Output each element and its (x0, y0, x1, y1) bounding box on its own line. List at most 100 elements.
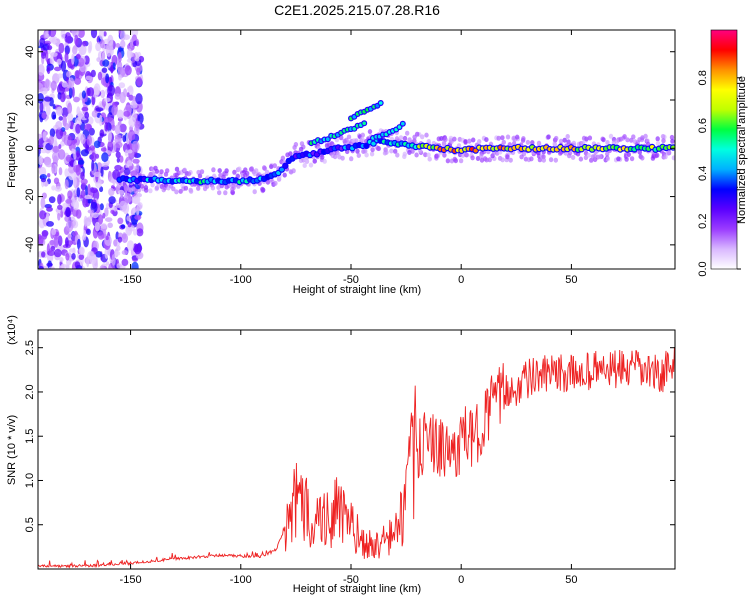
noise-blob (64, 123, 70, 131)
noise-blob (134, 120, 141, 129)
halo-blob (553, 157, 558, 163)
halo-blob (150, 182, 155, 188)
noise-blob (46, 65, 51, 75)
noise-blob (101, 162, 109, 167)
noise-blob (104, 207, 109, 217)
noise-blob (55, 106, 63, 117)
halo-blob (508, 157, 513, 163)
halo-blob (407, 150, 412, 155)
noise-blob (74, 77, 82, 85)
halo-blob (479, 153, 484, 159)
noise-blob (55, 127, 64, 140)
halo-blob (363, 148, 368, 154)
noise-blob (93, 140, 101, 149)
noise-blob (57, 212, 61, 221)
noise-blob (104, 247, 109, 259)
y-tick-label: -20 (24, 189, 36, 205)
noise-blob (81, 90, 86, 99)
noise-blob (114, 93, 121, 100)
halo-blob (624, 156, 629, 162)
noise-blob (126, 240, 135, 251)
noise-blob (65, 208, 71, 218)
halo-blob (154, 168, 160, 174)
halo-blob (414, 152, 419, 158)
noise-blob (57, 149, 66, 160)
halo-blob (154, 185, 160, 191)
noise-blob (128, 116, 137, 128)
halo-blob (601, 137, 606, 143)
halo-blob (293, 142, 299, 147)
halo-blob (151, 171, 156, 177)
noise-blob (68, 248, 76, 253)
noise-blob (97, 214, 104, 225)
noise-blob (102, 59, 110, 67)
halo-blob (463, 139, 468, 144)
x-tick-label: -150 (120, 574, 142, 586)
halo-blob (558, 150, 563, 156)
halo-blob (443, 137, 448, 142)
noise-blob (120, 189, 124, 199)
halo-blob (655, 152, 660, 158)
snr-frame (37, 329, 676, 570)
noise-blob (95, 42, 102, 52)
noise-blob (47, 45, 53, 51)
noise-blob (75, 123, 81, 134)
x-tick-label: 50 (565, 274, 577, 286)
noise-blob (48, 196, 56, 204)
halo-blob (395, 152, 400, 158)
halo-blob (217, 168, 222, 174)
noise-blob (134, 214, 142, 220)
noise-blob (113, 206, 118, 212)
halo-blob (230, 186, 235, 192)
halo-blob (655, 140, 661, 146)
halo-blob (211, 167, 216, 173)
noise-blob (40, 149, 48, 154)
halo-blob (575, 151, 581, 157)
halo-blob (291, 168, 296, 174)
halo-blob (264, 169, 270, 175)
halo-blob (566, 139, 571, 145)
y-tick-label: 40 (24, 46, 36, 58)
halo-blob (298, 146, 304, 152)
halo-blob (188, 188, 194, 194)
noise-blob (87, 87, 95, 97)
noise-blob (80, 178, 88, 185)
noise-blob (73, 96, 80, 103)
halo-blob (320, 154, 325, 160)
noise-blob (100, 147, 107, 152)
noise-blob (81, 106, 89, 112)
halo-blob (308, 162, 314, 168)
noise-blob (50, 80, 57, 91)
halo-blob (360, 132, 365, 138)
noise-blob (48, 266, 55, 269)
noise-blob (126, 92, 130, 98)
y-tick-label: -40 (24, 237, 36, 253)
snr-series-line (38, 347, 675, 569)
noise-blob (105, 261, 110, 266)
halo-blob (584, 136, 589, 142)
halo-blob (144, 187, 149, 193)
y-tick-label: 1.5 (24, 429, 36, 444)
noise-blob (65, 264, 70, 269)
halo-blob (216, 185, 221, 190)
noise-blob (74, 261, 81, 269)
halo-blob (346, 134, 352, 140)
halo-blob (354, 138, 359, 144)
noise-blob (46, 221, 54, 227)
noise-blob (71, 86, 75, 98)
halo-blob (262, 165, 267, 171)
halo-blob (586, 152, 591, 158)
noise-blob (128, 129, 136, 142)
noise-blob (75, 117, 83, 126)
halo-blob (605, 140, 610, 145)
noise-blob (67, 135, 73, 141)
noise-blob (107, 116, 113, 123)
noise-blob (60, 263, 67, 269)
halo-blob (322, 158, 327, 164)
noise-blob (105, 73, 110, 84)
noise-blob (46, 212, 50, 221)
noise-blob (116, 245, 121, 252)
halo-blob (511, 141, 517, 146)
halo-blob (360, 136, 365, 142)
colorbar-tick-label: 0.4 (697, 166, 709, 181)
